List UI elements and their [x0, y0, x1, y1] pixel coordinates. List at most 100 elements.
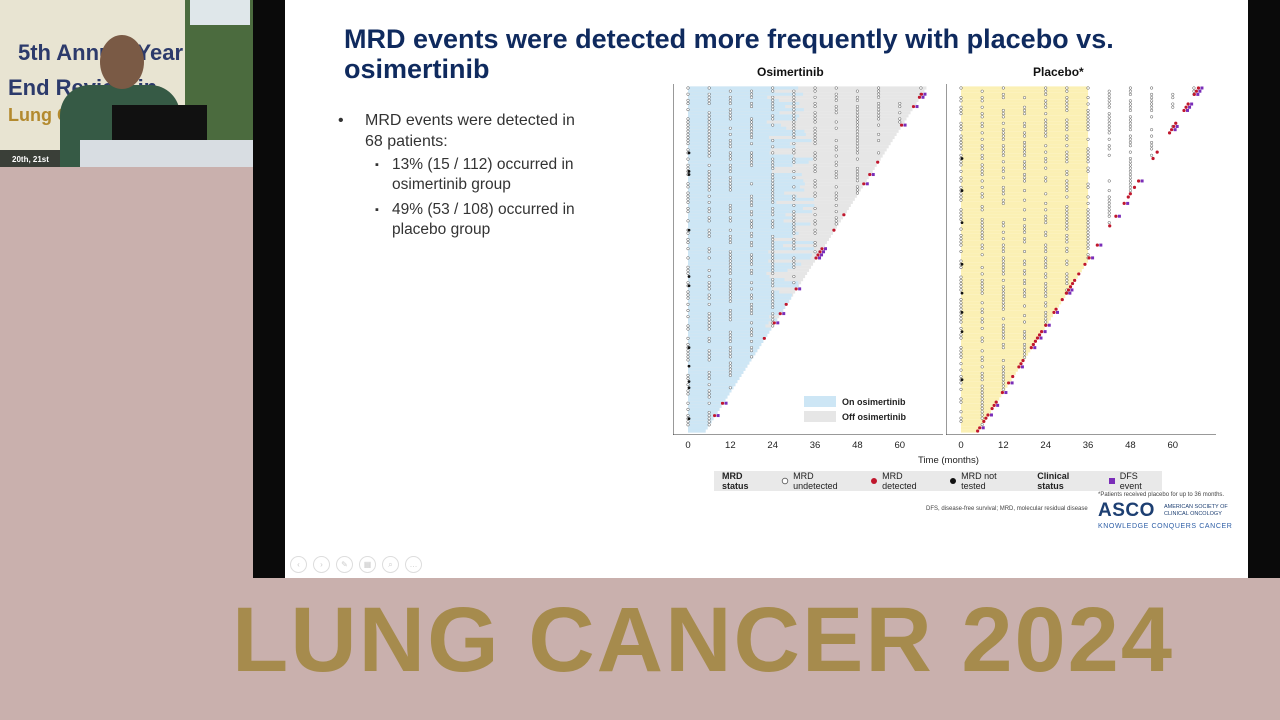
mrd-undetected-marker	[1107, 221, 1111, 225]
mrd-undetected-marker	[855, 138, 859, 143]
mrd-undetected-marker	[771, 145, 775, 149]
mrd-undetected-marker	[707, 120, 711, 124]
dfs-event-marker	[1099, 243, 1103, 247]
mrd-undetected-marker	[1022, 355, 1027, 359]
on-treatment-bar	[688, 154, 794, 158]
mrd-not-tested-marker	[960, 221, 964, 225]
mrd-undetected-marker	[877, 92, 881, 96]
mrd-undetected-marker	[792, 216, 796, 220]
podium	[80, 140, 253, 167]
mrd-undetected-marker	[707, 216, 711, 220]
mrd-undetected-marker	[771, 123, 775, 127]
mrd-undetected-marker	[728, 166, 732, 170]
mrd-detected-marker	[1137, 179, 1141, 183]
mrd-detected-marker	[876, 160, 880, 164]
mrd-undetected-marker	[771, 312, 775, 316]
mrd-undetected-marker	[749, 104, 754, 109]
on-treatment-bar	[688, 182, 805, 186]
mrd-undetected-marker	[1044, 192, 1048, 196]
mrd-undetected-marker	[834, 169, 838, 173]
more-options-icon[interactable]: …	[405, 556, 422, 573]
mrd-undetected-marker	[980, 403, 984, 407]
mrd-undetected-marker	[1001, 365, 1005, 369]
mrd-undetected-marker	[792, 142, 796, 146]
mrd-undetected-marker	[771, 244, 775, 248]
mrd-undetected-marker	[1107, 121, 1111, 125]
mrd-undetected-marker	[771, 315, 775, 319]
mrd-undetected-marker	[686, 163, 690, 167]
prev-slide-icon[interactable]: ‹	[290, 556, 307, 573]
mrd-undetected-marker	[1044, 221, 1048, 225]
mrd-undetected-marker	[1001, 374, 1005, 379]
mrd-undetected-marker	[959, 259, 963, 263]
mrd-undetected-marker	[792, 169, 796, 173]
mrd-undetected-marker	[771, 284, 775, 288]
dfs-event-marker	[903, 123, 907, 127]
mrd-detected-marker	[816, 253, 820, 257]
mrd-undetected-marker	[1044, 134, 1048, 138]
mrd-detected-marker	[1029, 346, 1033, 350]
zoom-icon[interactable]: ⌕	[382, 556, 399, 573]
dfs-event-marker	[1200, 86, 1204, 90]
mrd-undetected-marker	[1022, 281, 1027, 286]
mrd-undetected-marker	[1001, 358, 1005, 363]
mrd-undetected-marker	[707, 154, 711, 158]
mrd-undetected-marker	[728, 126, 732, 130]
mrd-undetected-marker	[959, 233, 963, 238]
mrd-detected-marker	[1068, 285, 1073, 289]
slides-grid-icon[interactable]: ▦	[359, 556, 376, 573]
dfs-event-marker	[818, 256, 822, 260]
off-treatment-bar	[688, 104, 915, 109]
off-treatment-bar	[688, 86, 927, 90]
dfs-event-marker	[822, 250, 826, 254]
mrd-undetected-marker	[1022, 304, 1027, 308]
mrd-undetected-marker	[877, 111, 881, 115]
mrd-undetected-marker	[707, 206, 711, 211]
on-treatment-bar	[961, 358, 1025, 363]
mrd-undetected-marker	[834, 203, 838, 207]
mrd-undetected-marker	[771, 296, 775, 300]
mrd-detected-marker	[994, 400, 998, 404]
mrd-undetected-marker	[813, 104, 817, 109]
mrd-undetected-marker	[686, 194, 690, 198]
mrd-undetected-marker	[792, 129, 796, 133]
on-treatment-bar	[961, 416, 987, 420]
mrd-undetected-marker	[1128, 128, 1132, 132]
on-treatment-bar	[688, 355, 754, 359]
on-treatment-bar	[961, 89, 1089, 93]
mrd-undetected-marker	[959, 144, 963, 148]
mrd-undetected-marker	[728, 370, 732, 374]
off-treatment-bar	[688, 148, 887, 152]
on-treatment-bar	[688, 293, 793, 297]
mrd-undetected-marker	[749, 123, 754, 127]
mrd-undetected-marker	[959, 288, 963, 292]
mrd-not-tested-marker	[960, 262, 964, 266]
mrd-undetected-marker	[792, 92, 796, 96]
on-treatment-bar	[961, 269, 1082, 273]
on-treatment-bar	[688, 284, 799, 288]
chart-title-placebo: Placebo*	[1033, 65, 1084, 79]
mrd-undetected-marker	[707, 135, 711, 139]
on-treatment-bar	[961, 371, 1016, 375]
pen-icon[interactable]: ✎	[336, 556, 353, 573]
on-treatment-bar	[688, 206, 803, 211]
mrd-undetected-marker	[959, 160, 963, 164]
next-slide-icon[interactable]: ›	[313, 556, 330, 573]
mrd-undetected-marker	[1022, 224, 1027, 228]
on-treatment-bar	[961, 278, 1076, 282]
mrd-undetected-marker	[707, 169, 711, 173]
mrd-undetected-marker	[1065, 189, 1069, 193]
mrd-undetected-marker	[728, 253, 732, 257]
mrd-undetected-marker	[834, 126, 838, 130]
mrd-undetected-marker	[771, 166, 775, 170]
mrd-undetected-marker	[1022, 166, 1027, 170]
mrd-undetected-marker	[959, 314, 963, 318]
mrd-undetected-marker	[686, 413, 690, 418]
speaker-head	[100, 35, 144, 89]
mrd-undetected-marker	[771, 262, 775, 266]
mrd-undetected-marker	[771, 138, 775, 143]
on-treatment-bar	[688, 327, 772, 331]
mrd-undetected-marker	[1086, 166, 1090, 170]
mrd-detected-marker	[1000, 390, 1005, 395]
mrd-undetected-marker	[707, 231, 711, 235]
